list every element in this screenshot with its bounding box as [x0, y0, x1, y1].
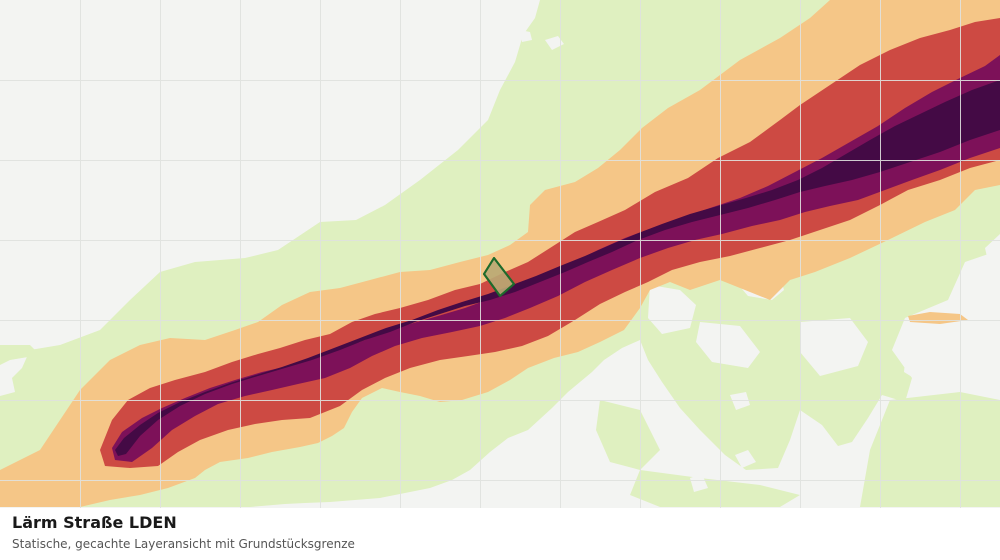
layer-caption: Lärm Straße LDEN Statische, gecachte Lay…	[0, 508, 1000, 560]
layer-subtitle: Statische, gecachte Layeransicht mit Gru…	[12, 537, 355, 551]
map-grid	[0, 0, 1000, 508]
layer-title: Lärm Straße LDEN	[12, 513, 177, 532]
noise-map[interactable]	[0, 0, 1000, 508]
parcel-boundary[interactable]	[483, 257, 515, 297]
noise-band-highest	[115, 80, 1000, 456]
parcel-outline-overlay	[483, 257, 515, 297]
noise-band-4	[112, 55, 1000, 462]
